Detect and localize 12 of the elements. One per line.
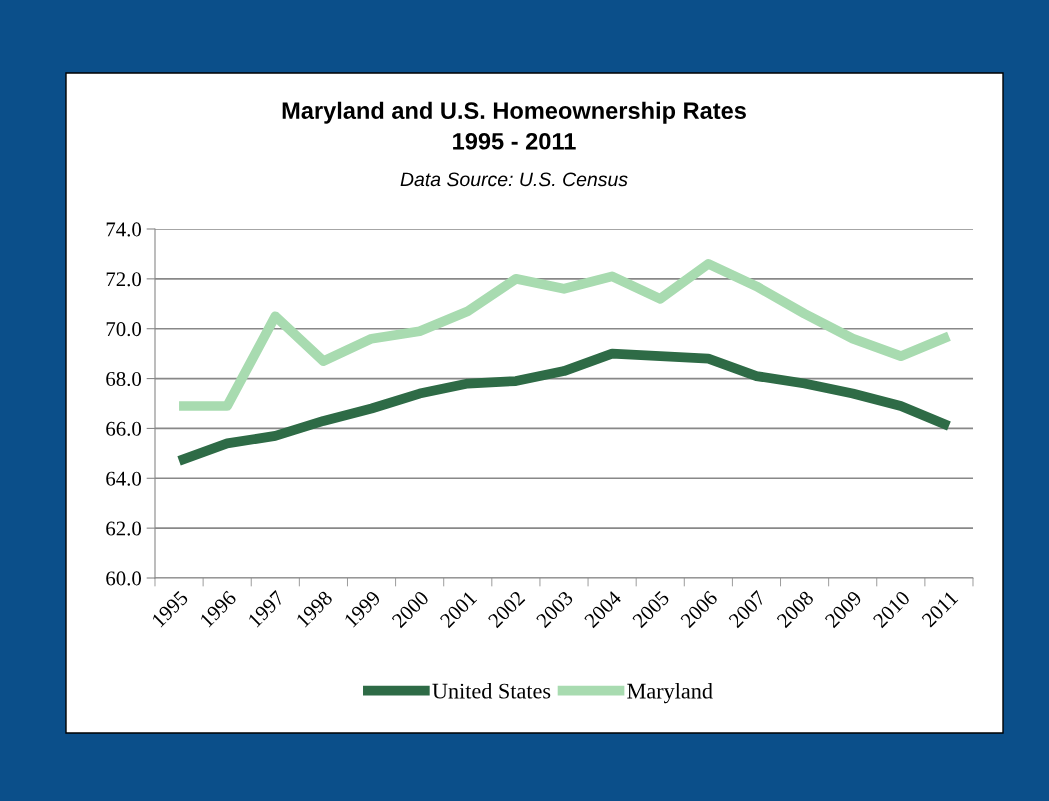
y-tick-label: 66.0 (106, 421, 142, 436)
legend-label: United States (432, 682, 551, 699)
y-tick-label: 60.0 (106, 571, 142, 586)
y-tick-label: 72.0 (106, 272, 142, 287)
legend-label: Maryland (627, 682, 713, 704)
chart-subtitle: Data Source: U.S. Census (400, 172, 628, 187)
y-tick-label: 68.0 (106, 371, 142, 387)
y-tick-label: 64.0 (106, 471, 142, 486)
y-tick-label: 70.0 (106, 322, 142, 337)
y-tick-label: 74.0 (106, 222, 142, 237)
chart-title: Maryland and U.S. Homeownership Rates 1995 - 2011 (282, 101, 746, 150)
y-tick-label: 62.0 (106, 521, 142, 536)
